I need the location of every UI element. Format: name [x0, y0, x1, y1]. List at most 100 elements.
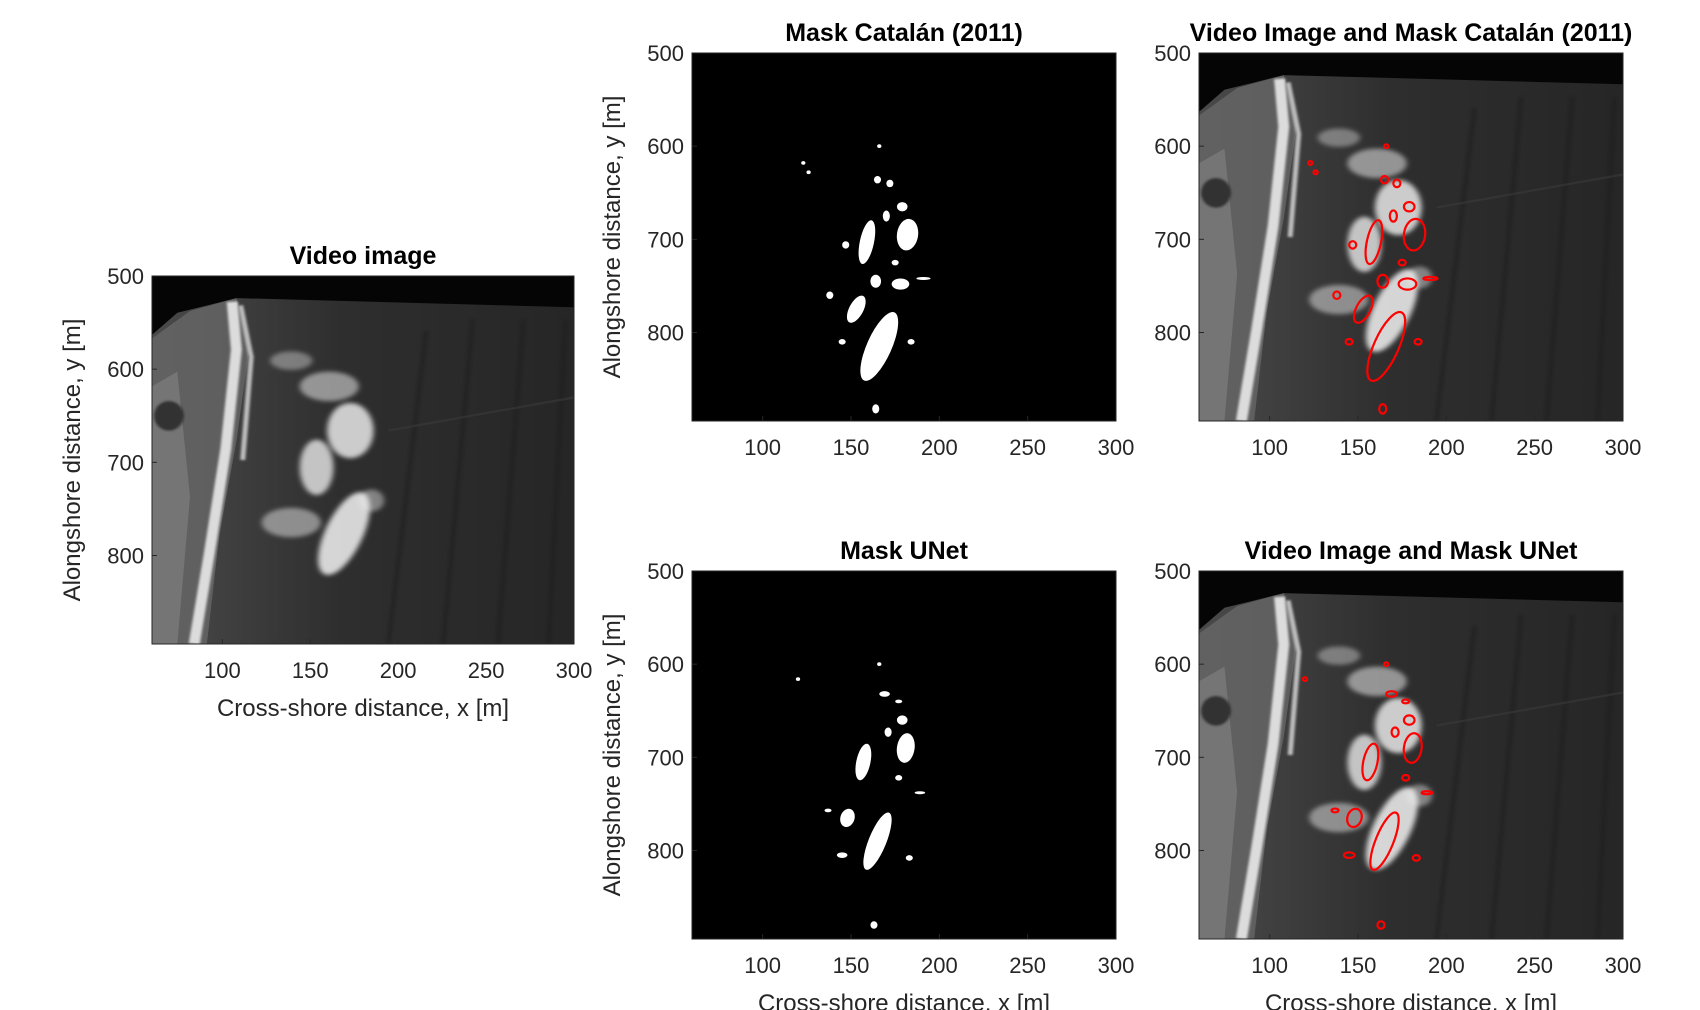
- mask-blob: [879, 691, 890, 697]
- mask-blob: [870, 274, 882, 288]
- mask-contour: [1390, 726, 1400, 738]
- mask-blob: [896, 715, 908, 725]
- mask-contour: [1332, 290, 1342, 301]
- mask-contour: [1379, 174, 1390, 185]
- mask-blob: [858, 220, 876, 265]
- x-tick-label: 100: [1251, 435, 1288, 460]
- mask-contour: [1385, 690, 1398, 698]
- plot-area: [692, 53, 1116, 421]
- mask-contour: [1413, 337, 1423, 346]
- mask-blob: [863, 812, 892, 870]
- y-tick-label: 600: [647, 134, 684, 159]
- mask-contour: [1312, 169, 1319, 176]
- mask-contour: [1348, 240, 1358, 250]
- axes-box: [691, 52, 1117, 422]
- y-tick-label: 800: [647, 838, 684, 863]
- x-tick-label: 100: [204, 658, 241, 683]
- y-tick-label: 700: [647, 745, 684, 770]
- y-tick-label: 600: [1154, 652, 1191, 677]
- axes-box: [1198, 52, 1624, 422]
- x-tick-label: 250: [468, 658, 505, 683]
- x-tick-label: 250: [1009, 953, 1046, 978]
- mask-blob: [877, 662, 882, 667]
- y-tick-label: 500: [647, 41, 684, 66]
- mask-contour: [1383, 143, 1390, 150]
- y-tick-label: 500: [1154, 559, 1191, 584]
- x-tick-label: 200: [380, 658, 417, 683]
- y-tick-label: 600: [1154, 134, 1191, 159]
- mask-contour: [1411, 854, 1421, 862]
- x-tick-label: 100: [744, 435, 781, 460]
- y-tick-label: 700: [1154, 745, 1191, 770]
- y-tick-label: 500: [647, 559, 684, 584]
- mask-contour: [1402, 714, 1416, 726]
- panel-mask-catalan: Mask Catalán (2011) 100 150 200 250 300 500 600…: [599, 19, 1134, 460]
- mask-blob: [855, 743, 872, 781]
- x-tick-label: 300: [1605, 435, 1642, 460]
- axes-box: [691, 570, 1117, 940]
- mask-blob: [886, 179, 894, 188]
- x-tick-label: 300: [1098, 953, 1135, 978]
- y-tick-label: 800: [647, 320, 684, 345]
- x-tick-label: 300: [1605, 953, 1642, 978]
- mask-blob: [846, 295, 866, 323]
- x-tick-label: 150: [292, 658, 329, 683]
- y-tick-label: 700: [1154, 227, 1191, 252]
- mask-blob: [884, 727, 892, 737]
- x-tick-label: 300: [556, 658, 593, 683]
- mask-contour: [1397, 277, 1418, 291]
- mask-blob: [801, 161, 806, 165]
- mask-contour: [1307, 159, 1314, 166]
- mask-blob: [882, 210, 890, 222]
- x-tick-label: 200: [921, 435, 958, 460]
- mask-contour: [1342, 851, 1356, 860]
- panel-video: Video image 100 150 200 250 300 500 600 700 800 Cr…: [59, 242, 592, 722]
- mask-blob: [795, 677, 801, 681]
- y-axis-label: Alongshore distance, y [m]: [599, 614, 626, 897]
- mask-contour: [1392, 178, 1402, 189]
- y-tick-label: 600: [647, 652, 684, 677]
- mask-contour: [1366, 310, 1407, 382]
- x-tick-label: 300: [1098, 435, 1135, 460]
- panel-title: Video image: [290, 242, 437, 270]
- mask-contour: [1383, 661, 1390, 668]
- mask-contour: [1364, 219, 1384, 266]
- mask-contour: [1402, 732, 1423, 764]
- x-tick-label: 150: [833, 435, 870, 460]
- video-image: [152, 276, 574, 644]
- mask-contour: [1422, 275, 1439, 282]
- y-axis-label: Alongshore distance, y [m]: [59, 319, 86, 602]
- x-tick-label: 100: [1251, 953, 1288, 978]
- plot-area: [1199, 571, 1623, 939]
- mask-contour: [1388, 209, 1398, 223]
- y-tick-label: 500: [1154, 41, 1191, 66]
- y-tick-label: 500: [107, 264, 144, 289]
- mask-blob: [877, 144, 882, 149]
- mask-contour: [1361, 742, 1380, 782]
- mask-blob: [895, 775, 903, 781]
- mask-contour: [1376, 920, 1386, 930]
- y-tick-label: 800: [107, 543, 144, 568]
- mask-contour: [1402, 217, 1427, 252]
- mask-blob: [896, 202, 908, 212]
- plot-area: [152, 276, 574, 644]
- panel-title: Mask UNet: [840, 537, 968, 565]
- mask-contour: [1330, 807, 1340, 814]
- mask-contour: [1344, 337, 1354, 346]
- mask-blob: [840, 808, 855, 828]
- mask-blob: [896, 218, 919, 251]
- mask-blob: [842, 241, 850, 249]
- mask-blob: [860, 312, 899, 381]
- panel-overlay-catalan: Video Image and Mask Catalán (2011) 100 15…: [1154, 19, 1641, 460]
- axes-box: [1198, 570, 1624, 940]
- y-tick-label: 700: [647, 227, 684, 252]
- mask-contour: [1378, 403, 1388, 415]
- plot-area: [692, 571, 1116, 939]
- panel-overlay-unet: Video Image and Mask UNet 100 150 200 250 300…: [1154, 537, 1641, 1010]
- axes-box: [151, 275, 575, 645]
- y-tick-label: 800: [1154, 838, 1191, 863]
- x-axis-label: Cross-shore distance, x [m]: [217, 695, 509, 722]
- mask-blob: [806, 170, 811, 175]
- x-tick-label: 150: [1340, 953, 1377, 978]
